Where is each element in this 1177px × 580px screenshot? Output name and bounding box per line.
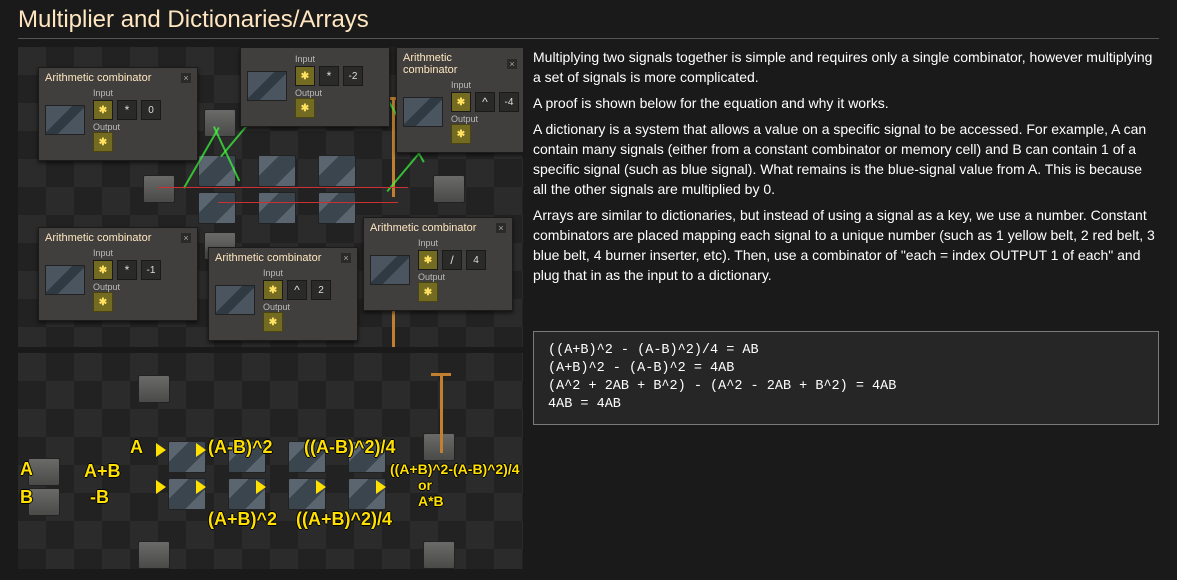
output-signal-icon: ✱ (93, 292, 113, 312)
machine (258, 155, 296, 187)
input-label: Input (451, 80, 519, 90)
arrow-icon (316, 480, 326, 494)
entity-thumb (215, 285, 255, 315)
output-signal-icon: ✱ (451, 124, 471, 144)
entity-thumb (247, 71, 287, 101)
power-pole-top (431, 373, 451, 376)
output-label: Output (295, 88, 363, 98)
operator-slot: ^ (475, 92, 495, 112)
combinator-tooltip: Input ✱ * -2 Output ✱ (240, 47, 390, 127)
arrow-icon (156, 480, 166, 494)
output-label: Output (418, 272, 486, 282)
output-signal-icon: ✱ (418, 282, 438, 302)
formula-label: A (20, 459, 33, 480)
machine (258, 192, 296, 224)
entity-thumb (370, 255, 410, 285)
formula-label: A (130, 437, 143, 458)
combinator-tooltip: Arithmetic combinator× Input ✱ ^ -4 Outp… (396, 47, 523, 153)
tooltip-title: Arithmetic combinator (370, 222, 476, 234)
operator-slot: * (117, 260, 137, 280)
power-pole (440, 373, 443, 453)
input-label: Input (263, 268, 331, 278)
tooltip-title: Arithmetic combinator (215, 252, 321, 264)
arrow-icon (156, 443, 166, 457)
close-icon[interactable]: × (181, 73, 191, 83)
machine (198, 192, 236, 224)
entity-thumb (403, 97, 443, 127)
arrow-icon (196, 443, 206, 457)
operator-slot: * (319, 66, 339, 86)
combinator-tooltip: Arithmetic combinator × Input ✱ * -1 Outp… (38, 227, 198, 321)
tooltip-title: Arithmetic combinator (45, 72, 151, 84)
close-icon[interactable]: × (496, 223, 506, 233)
each-signal-icon: ✱ (263, 280, 283, 300)
machine (143, 175, 175, 203)
machine (204, 109, 236, 137)
tooltip-title: Arithmetic combinator (403, 52, 507, 76)
combinator-tooltip: Arithmetic combinator × Input ✱ ^ 2 Outpu… (208, 247, 358, 341)
arrow-icon (196, 480, 206, 494)
description-para: Arrays are similar to dictionaries, but … (533, 205, 1159, 285)
close-icon[interactable]: × (341, 253, 351, 263)
formula-label: A+B (84, 461, 121, 482)
formula-label: (A-B)^2 (208, 437, 273, 458)
input-label: Input (93, 88, 161, 98)
circuit-preview-bottom: A A B A+B -B (A-B)^2 (A+B)^2 ((A-B)^2)/4… (18, 353, 523, 569)
combinator-tooltip: Arithmetic combinator × Input ✱ / 4 Outpu… (363, 217, 513, 311)
machine (138, 375, 170, 403)
input-label: Input (418, 238, 486, 248)
entity-thumb (45, 265, 85, 295)
input-label: Input (295, 54, 363, 64)
operator-slot: ^ (287, 280, 307, 300)
formula-label: ((A-B)^2)/4 (304, 437, 396, 458)
machine (423, 433, 455, 461)
formula-label: ((A+B)^2)/4 (296, 509, 392, 530)
output-label: Output (93, 282, 161, 292)
combinator-tooltip: Arithmetic combinator × Input ✱ * 0 Outpu… (38, 67, 198, 161)
output-label: Output (451, 114, 519, 124)
formula-label: -B (90, 487, 109, 508)
formula-label: or (418, 477, 432, 493)
formula-label: A*B (418, 493, 444, 509)
each-signal-icon: ✱ (418, 250, 438, 270)
each-signal-icon: ✱ (295, 66, 315, 86)
tooltip-title: Arithmetic combinator (45, 232, 151, 244)
operator-slot: / (442, 250, 462, 270)
close-icon[interactable]: × (507, 59, 517, 69)
each-signal-icon: ✱ (451, 92, 471, 112)
machine (138, 541, 170, 569)
value-slot: 2 (311, 280, 331, 300)
formula-label: B (20, 487, 33, 508)
operator-slot: * (117, 100, 137, 120)
machine (318, 192, 356, 224)
close-icon[interactable]: × (181, 233, 191, 243)
arrow-icon (376, 480, 386, 494)
value-slot: -1 (141, 260, 161, 280)
page-title: Multiplier and Dictionaries/Arrays (18, 6, 1159, 39)
formula-label: ((A+B)^2-(A-B)^2)/4 (390, 461, 520, 477)
output-signal-icon: ✱ (263, 312, 283, 332)
output-label: Output (263, 302, 331, 312)
code-block: ((A+B)^2 - (A-B)^2)/4 = AB (A+B)^2 - (A-… (533, 331, 1159, 425)
value-slot: 0 (141, 100, 161, 120)
formula-label: (A+B)^2 (208, 509, 277, 530)
machine (433, 175, 465, 203)
machine (318, 155, 356, 187)
value-slot: -2 (343, 66, 363, 86)
value-slot: 4 (466, 250, 486, 270)
description-para: A dictionary is a system that allows a v… (533, 119, 1159, 199)
output-label: Output (93, 122, 161, 132)
input-label: Input (93, 248, 161, 258)
machine (423, 541, 455, 569)
arrow-icon (256, 480, 266, 494)
description-para: A proof is shown below for the equation … (533, 93, 1159, 113)
each-signal-icon: ✱ (93, 260, 113, 280)
circuit-preview-top: Arithmetic combinator× Input ✱ * 0 Outpu… (18, 47, 523, 347)
entity-thumb (45, 105, 85, 135)
description-para: Multiplying two signals together is simp… (533, 47, 1159, 87)
output-signal-icon: ✱ (295, 98, 315, 118)
each-signal-icon: ✱ (93, 100, 113, 120)
output-signal-icon: ✱ (93, 132, 113, 152)
value-slot: -4 (499, 92, 519, 112)
